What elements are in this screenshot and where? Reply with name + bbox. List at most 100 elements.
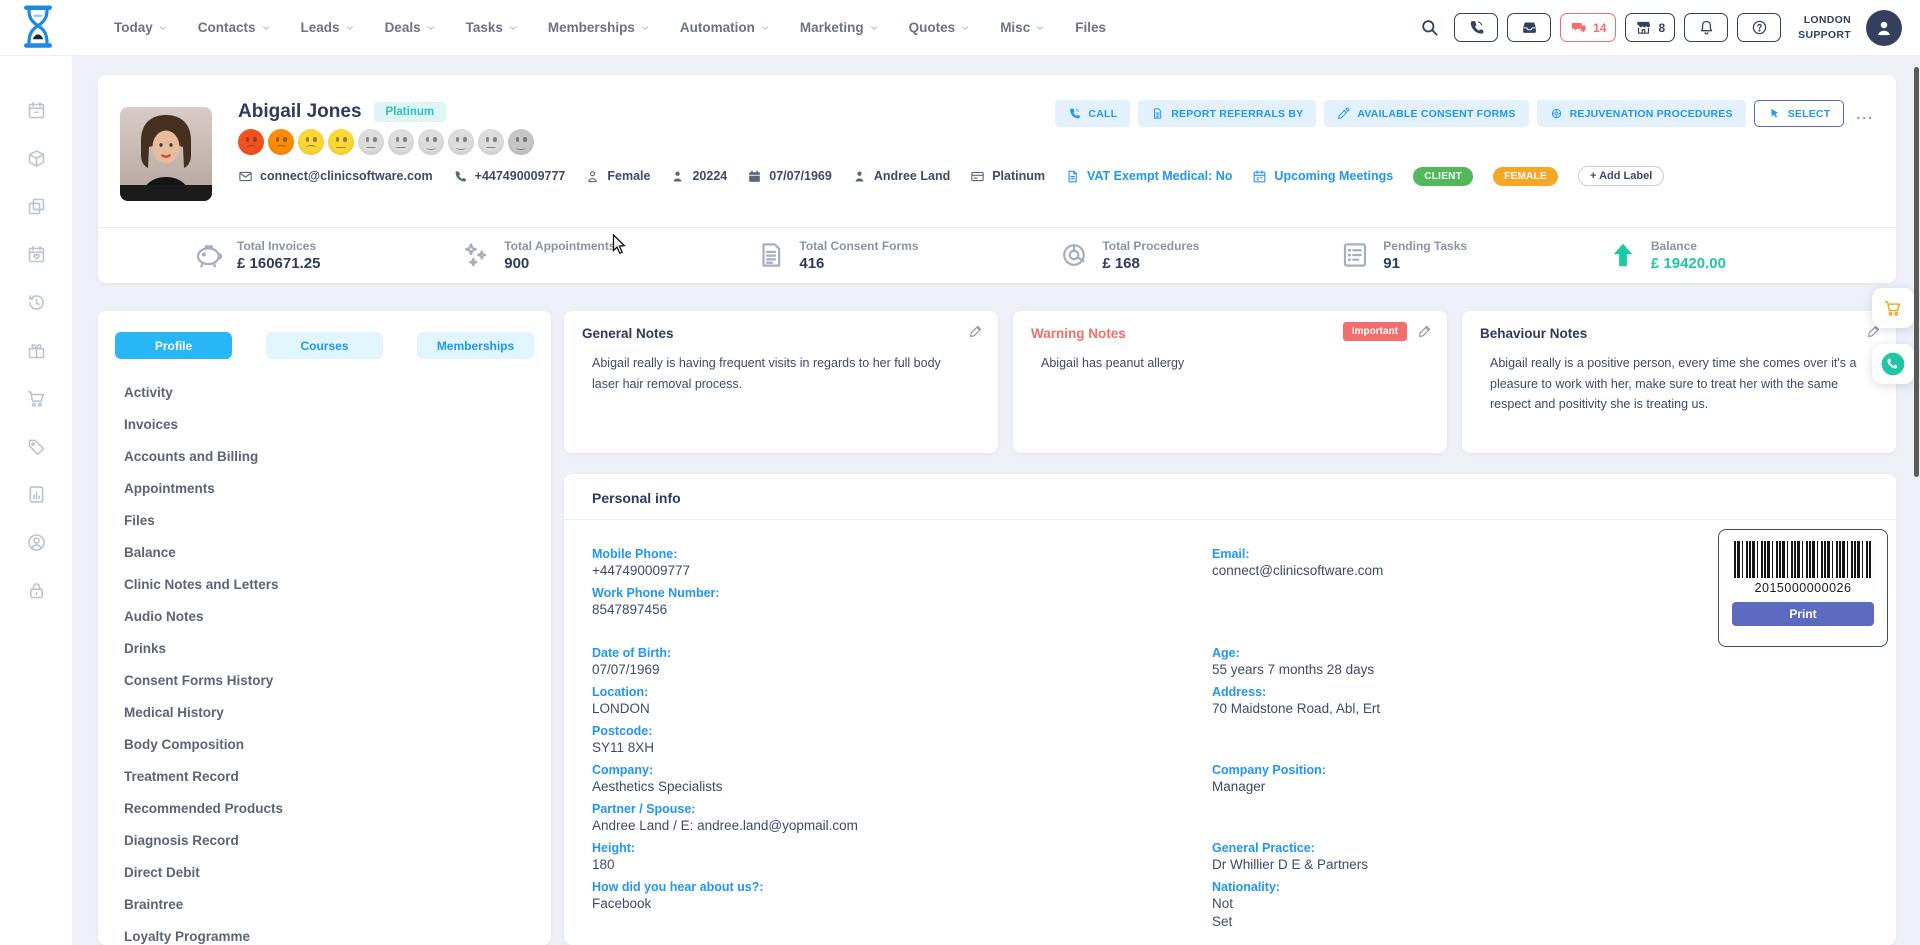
menu-item-drinks[interactable]: Drinks <box>124 640 167 656</box>
rail-calendar-icon[interactable] <box>26 100 47 121</box>
bell-button[interactable] <box>1684 13 1729 42</box>
panel-tabs: Profile Courses Memberships <box>115 332 534 359</box>
menu-item-loyalty-programme[interactable]: Loyalty Programme <box>124 928 251 944</box>
calendar-heart-icon[interactable] <box>26 244 47 265</box>
nav-label: Marketing <box>799 20 864 35</box>
add-label-button[interactable]: + Add Label <box>1578 166 1665 186</box>
print-button[interactable]: Print <box>1732 602 1874 626</box>
menu-item-audio-notes[interactable]: Audio Notes <box>124 608 204 624</box>
field-value: 55 years 7 months 28 days <box>1212 662 1375 677</box>
mood-face-1[interactable] <box>238 129 264 155</box>
user-avatar[interactable] <box>1866 9 1902 46</box>
nav-item-files[interactable]: Files <box>1075 20 1106 35</box>
menu-item-appointments[interactable]: Appointments <box>124 480 215 496</box>
mood-face-2[interactable] <box>268 129 294 155</box>
history-icon[interactable] <box>26 292 47 313</box>
mood-face-4[interactable] <box>328 129 354 155</box>
menu-item-braintree[interactable]: Braintree <box>124 896 184 912</box>
edit-pencil-icon[interactable] <box>1867 323 1882 338</box>
menu-item-activity[interactable]: Activity <box>124 384 173 400</box>
field-location: Location: LONDON <box>592 684 1212 723</box>
menu-item-consent-forms-history[interactable]: Consent Forms History <box>124 672 274 688</box>
floating-whatsapp-button[interactable] <box>1872 344 1914 384</box>
field-how-did-you-hear-about-us: How did you hear about us?: Facebook <box>592 879 1212 936</box>
rejuvenation-procedures-button[interactable]: REJUVENATION PROCEDURES <box>1536 100 1746 127</box>
menu-item-direct-debit[interactable]: Direct Debit <box>124 864 200 880</box>
menu-item-files[interactable]: Files <box>124 512 155 528</box>
nav-item-deals[interactable]: Deals <box>385 20 436 35</box>
mood-face-9[interactable] <box>478 129 504 155</box>
copy-icon[interactable] <box>26 196 47 217</box>
floating-cart-button[interactable] <box>1872 288 1914 328</box>
stat-total-consent-forms: Total Consent Forms 416 <box>756 239 919 272</box>
nav-item-contacts[interactable]: Contacts <box>198 20 271 35</box>
help-button[interactable] <box>1737 13 1782 42</box>
menu-item-clinic-notes-and-letters[interactable]: Clinic Notes and Letters <box>124 576 279 592</box>
menu-item-recommended-products[interactable]: Recommended Products <box>124 800 284 816</box>
stat-value: £ 160671.25 <box>237 255 321 272</box>
person-circle-icon[interactable] <box>26 532 47 553</box>
report-referrals-by-button[interactable]: REPORT REFERRALS BY <box>1138 100 1317 127</box>
nav-item-today[interactable]: Today <box>114 20 168 35</box>
nav-item-leads[interactable]: Leads <box>301 20 355 35</box>
label-female[interactable]: FEMALE <box>1493 166 1559 186</box>
mood-face-10[interactable] <box>508 129 534 155</box>
shopping-cart-icon[interactable] <box>26 388 47 409</box>
sparkles-icon <box>461 240 491 270</box>
nav-item-automation[interactable]: Automation <box>680 20 770 35</box>
field-label: Mobile Phone: <box>592 547 678 561</box>
tab-profile[interactable]: Profile <box>115 332 232 359</box>
note-title: Warning Notes <box>1031 326 1126 341</box>
search-icon[interactable] <box>1420 18 1439 37</box>
contact-vat-exempt-medical-no[interactable]: VAT Exempt Medical: No <box>1065 169 1232 184</box>
topbar: Today Contacts Leads Deals Tasks Memberships A… <box>0 0 1920 56</box>
store-button[interactable]: 8 <box>1625 13 1676 42</box>
menu-item-balance[interactable]: Balance <box>124 544 176 560</box>
field-address: Address: 70 Maidstone Road, Abl, Ert <box>1212 684 1868 723</box>
menu-item-invoices[interactable]: Invoices <box>124 416 179 432</box>
mood-face-5[interactable] <box>358 129 384 155</box>
nav-item-memberships[interactable]: Memberships <box>548 20 650 35</box>
edit-pencil-icon[interactable] <box>1418 323 1433 338</box>
tab-memberships[interactable]: Memberships <box>417 332 534 359</box>
chart-report-icon[interactable] <box>26 484 47 505</box>
stat-label: Pending Tasks <box>1383 239 1468 253</box>
mood-face-3[interactable] <box>298 129 324 155</box>
nav-item-tasks[interactable]: Tasks <box>466 20 518 35</box>
mood-face-8[interactable] <box>448 129 474 155</box>
chat-button[interactable]: 14 <box>1560 13 1617 42</box>
tag-icon[interactable] <box>26 436 47 457</box>
available-consent-forms-button[interactable]: AVAILABLE CONSENT FORMS <box>1324 100 1529 127</box>
warning-notes-card: Warning Notes Important Abigail has peanut… <box>1013 311 1447 453</box>
gift-icon[interactable] <box>26 340 47 361</box>
field-label: Date of Birth: <box>592 646 672 660</box>
edit-pencil-icon[interactable] <box>969 323 984 338</box>
menu-item-treatment-record[interactable]: Treatment Record <box>124 768 239 784</box>
contact-text: +447490009777 <box>474 169 566 183</box>
page-scrollbar[interactable] <box>1914 67 1919 477</box>
select-button[interactable]: SELECT <box>1753 100 1845 127</box>
mood-face-6[interactable] <box>388 129 414 155</box>
menu-item-accounts-and-billing[interactable]: Accounts and Billing <box>124 448 259 464</box>
nav-item-misc[interactable]: Misc <box>1000 20 1045 35</box>
inbox-button[interactable] <box>1507 13 1552 42</box>
menu-item-diagnosis-record[interactable]: Diagnosis Record <box>124 832 239 848</box>
clinicsoftware-logo[interactable] <box>20 4 56 51</box>
nav-label: Quotes <box>908 20 956 35</box>
menu-item-body-composition[interactable]: Body Composition <box>124 736 244 752</box>
stat-total-appointments: Total Appointments 900 <box>461 239 616 272</box>
nav-item-quotes[interactable]: Quotes <box>909 20 971 35</box>
nav-item-marketing[interactable]: Marketing <box>800 20 879 35</box>
label-client[interactable]: CLIENT <box>1413 166 1474 186</box>
field-nationality: Nationality: Not Set <box>1212 879 1868 936</box>
mood-face-7[interactable] <box>418 129 444 155</box>
lock-icon[interactable] <box>26 580 47 601</box>
menu-item-medical-history[interactable]: Medical History <box>124 704 224 720</box>
phone-call-button[interactable] <box>1454 13 1499 42</box>
call-button[interactable]: CALL <box>1055 100 1131 127</box>
more-actions-button[interactable]: ... <box>1856 105 1874 122</box>
contact-upcoming-meetings[interactable]: Upcoming Meetings <box>1252 169 1393 184</box>
package-icon[interactable] <box>26 148 47 169</box>
tab-courses[interactable]: Courses <box>266 332 383 359</box>
general-notes-card: General Notes Abigail really is having fr… <box>564 311 998 453</box>
